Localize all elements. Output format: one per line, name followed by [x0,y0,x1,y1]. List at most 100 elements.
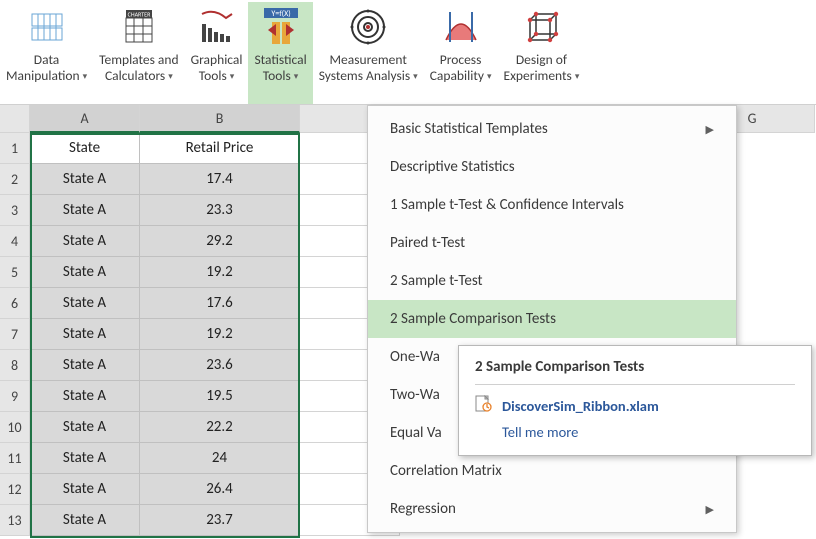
cell[interactable]: State A [30,226,140,257]
cell[interactable]: 19.2 [140,257,300,288]
menu-item-label: Basic Statistical Templates [390,120,548,138]
templates-icon: CHARTER [118,6,160,48]
cell[interactable]: Retail Price [140,133,300,164]
menu-item-label: Equal Va [390,424,442,442]
cell[interactable]: State A [30,257,140,288]
ribbon-templates[interactable]: CHARTER Templates andCalculators▾ [93,2,185,104]
cell[interactable]: State A [30,319,140,350]
chevron-right-icon: ▶ [706,123,714,136]
cell[interactable]: 17.4 [140,164,300,195]
table-row: StateRetail Price [30,133,400,164]
cell[interactable]: 26.4 [140,474,300,505]
ribbon-label: GraphicalTools▾ [191,52,243,84]
tell-me-more-link[interactable]: Tell me more [502,423,795,441]
cell[interactable]: State A [30,412,140,443]
ribbon-label: Templates andCalculators▾ [99,52,179,84]
menu-item-label: One-Wa [390,348,440,366]
menu-item[interactable]: Regression ▶ [368,490,736,528]
table-row: State A19.5 [30,381,400,412]
table-row: State A19.2 [30,257,400,288]
table-row: State A24 [30,443,400,474]
statistical-tools-menu: Basic Statistical Templates ▶ Descriptive … [367,105,737,533]
ribbon-capability[interactable]: ProcessCapability▾ [424,2,498,104]
stat-tools-icon: Y=f(X) [260,6,302,48]
cells-grid: StateRetail PriceState A17.4State A23.3S… [30,133,400,536]
row-number[interactable]: 12 [0,474,30,505]
menu-item[interactable]: Paired t-Test [368,224,736,262]
cell[interactable]: 23.7 [140,505,300,536]
cell[interactable]: State A [30,195,140,226]
cell[interactable]: 17.6 [140,288,300,319]
ribbon-msa[interactable]: MeasurementSystems Analysis▾ [313,2,424,104]
cell[interactable]: 19.5 [140,381,300,412]
msa-icon [347,6,389,48]
row-number[interactable]: 5 [0,257,30,288]
menu-item[interactable]: Basic Statistical Templates ▶ [368,110,736,148]
corner-cell[interactable] [0,105,30,133]
chevron-down-icon: ▾ [230,72,235,83]
menu-item-label: Regression [390,500,456,518]
row-number[interactable]: 1 [0,133,30,164]
chevron-down-icon: ▾ [168,72,173,83]
tooltip-file-link[interactable]: DiscoverSim_Ribbon.xlam [502,397,659,415]
table-row: State A29.2 [30,226,400,257]
row-number[interactable]: 2 [0,164,30,195]
ribbon: DataManipulation▾ CHARTER Templates andCal… [0,0,816,105]
ribbon-label: ProcessCapability▾ [430,52,492,84]
table-row: State A17.6 [30,288,400,319]
cell[interactable]: 29.2 [140,226,300,257]
cell[interactable]: State A [30,443,140,474]
menu-item[interactable]: 2 Sample t-Test [368,262,736,300]
chevron-down-icon: ▾ [575,72,580,83]
chevron-down-icon: ▾ [294,72,299,83]
divider [475,384,795,385]
table-row: State A26.4 [30,474,400,505]
tooltip-card: 2 Sample Comparison Tests DiscoverSim_Ri… [458,345,812,456]
ribbon-doe[interactable]: Design ofExperiments▾ [497,2,585,104]
cell[interactable]: State A [30,288,140,319]
cell[interactable]: 24 [140,443,300,474]
chevron-right-icon: ▶ [706,503,714,516]
cell[interactable]: 23.6 [140,350,300,381]
menu-item-label: Paired t-Test [390,234,465,252]
doe-icon [520,6,562,48]
column-header-a[interactable]: A [30,105,140,133]
row-number[interactable]: 10 [0,412,30,443]
ribbon-stat-tools[interactable]: Y=f(X) StatisticalTools▾ [248,2,312,104]
cell[interactable]: 22.2 [140,412,300,443]
row-number[interactable]: 9 [0,381,30,412]
cell[interactable]: State [30,133,140,164]
row-numbers: 12345678910111213 [0,133,30,536]
menu-item[interactable]: 2 Sample Comparison Tests [368,300,736,338]
menu-item-label: Two-Wa [390,386,440,404]
chevron-down-icon: ▾ [487,72,492,83]
ribbon-label: DataManipulation▾ [6,52,87,84]
menu-item[interactable]: 1 Sample t-Test & Confidence Intervals [368,186,736,224]
menu-item-label: 1 Sample t-Test & Confidence Intervals [390,196,624,214]
menu-item-label: Correlation Matrix [390,462,502,480]
cell[interactable]: State A [30,474,140,505]
cell[interactable]: State A [30,381,140,412]
ribbon-graphical[interactable]: GraphicalTools▾ [185,2,249,104]
row-number[interactable]: 3 [0,195,30,226]
row-number[interactable]: 13 [0,505,30,536]
cell[interactable]: 23.3 [140,195,300,226]
row-number[interactable]: 11 [0,443,30,474]
menu-item[interactable]: Descriptive Statistics [368,148,736,186]
menu-item[interactable]: Correlation Matrix [368,452,736,490]
menu-item-label: Descriptive Statistics [390,158,515,176]
column-header-b[interactable]: B [140,105,300,133]
ribbon-data-manip[interactable]: DataManipulation▾ [0,2,93,104]
row-number[interactable]: 4 [0,226,30,257]
row-number[interactable]: 8 [0,350,30,381]
graphical-icon [196,6,238,48]
cell[interactable]: State A [30,350,140,381]
table-row: State A23.7 [30,505,400,536]
row-number[interactable]: 6 [0,288,30,319]
ribbon-label: StatisticalTools▾ [254,52,306,84]
row-number[interactable]: 7 [0,319,30,350]
addin-icon [475,395,492,417]
cell[interactable]: 19.2 [140,319,300,350]
cell[interactable]: State A [30,505,140,536]
cell[interactable]: State A [30,164,140,195]
